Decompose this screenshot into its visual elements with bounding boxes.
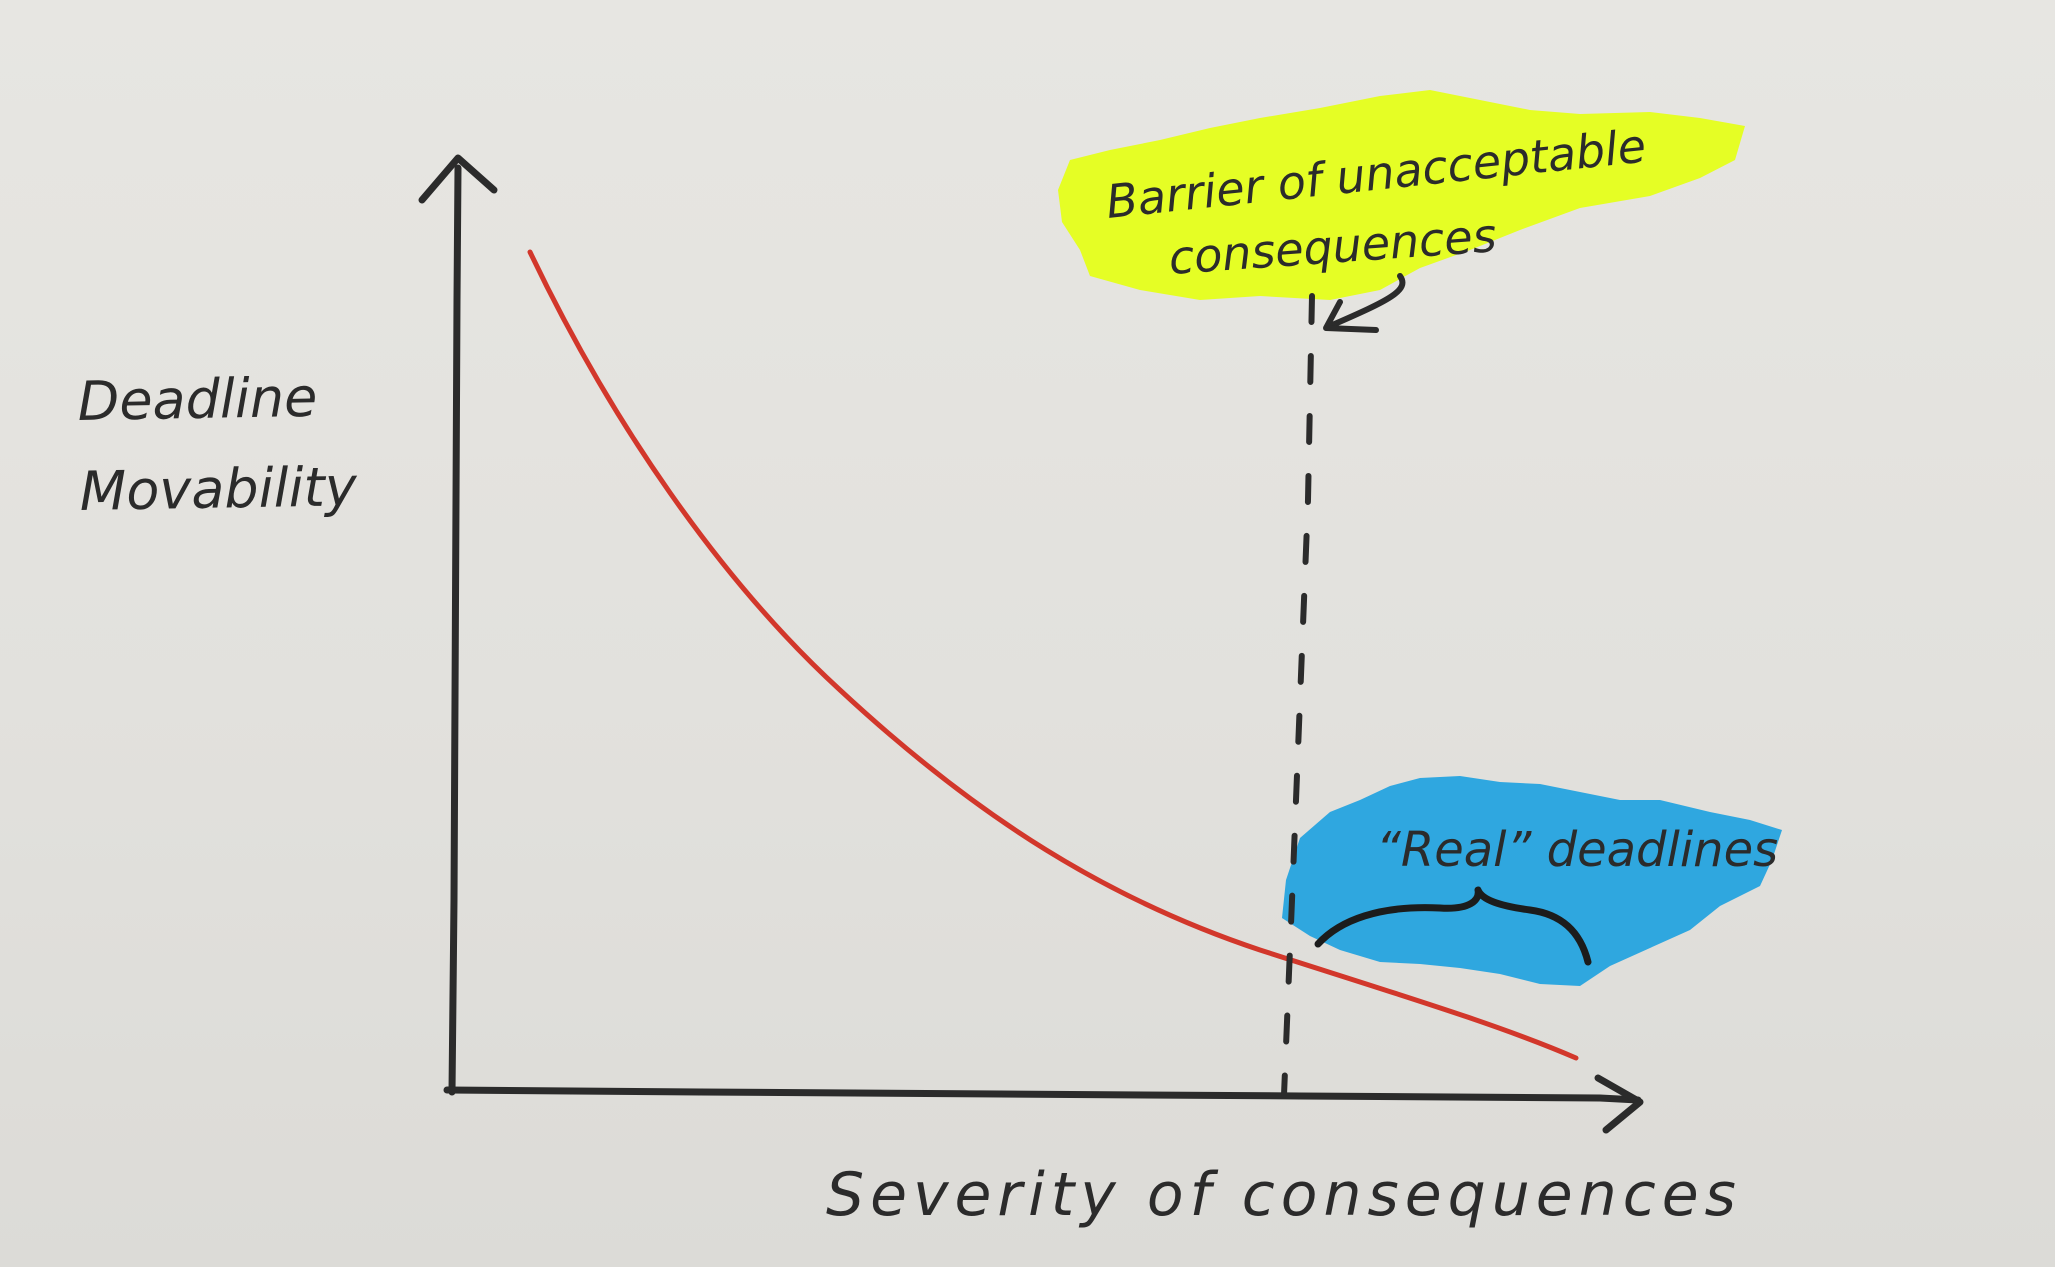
- y-axis-label-line2: Movability: [79, 455, 358, 523]
- region-label: “Real” deadlines: [1376, 822, 1778, 878]
- barrier-pointer-arrow: [1327, 273, 1406, 329]
- y-axis-arrowhead: [418, 154, 498, 204]
- barrier-dashed-line: [1281, 293, 1315, 1098]
- x-axis-line: [443, 1086, 1642, 1104]
- x-axis-arrowhead: [1594, 1074, 1644, 1134]
- barrier-pointer-arrowhead: [1323, 299, 1379, 333]
- y-axis-line: [448, 164, 462, 1096]
- x-axis-label: Severity of consequences: [826, 1160, 1742, 1230]
- y-axis-label-line1: Deadline: [77, 366, 318, 433]
- real-deadlines-brace: [1314, 886, 1592, 966]
- blue-highlight: [1282, 776, 1782, 986]
- movability-curve: [527, 249, 1579, 1061]
- yellow-highlight: [1058, 90, 1745, 300]
